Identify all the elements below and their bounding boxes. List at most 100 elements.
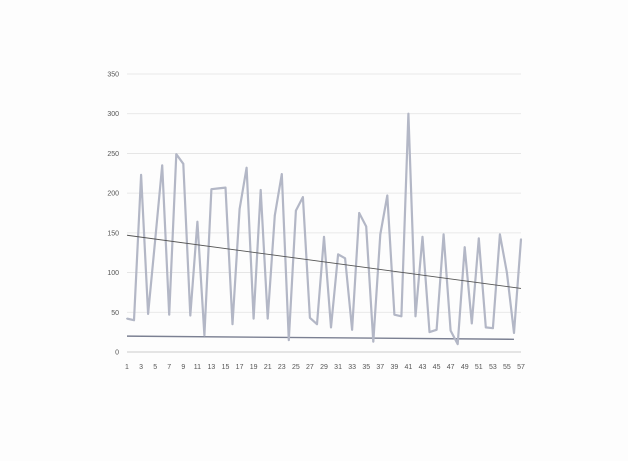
x-tick-label: 37 <box>376 364 384 371</box>
data-point <box>428 331 431 334</box>
data-point <box>435 328 438 331</box>
x-tick-label: 21 <box>264 364 272 371</box>
data-point <box>182 162 185 165</box>
data-point <box>231 323 234 326</box>
x-tick-label: 39 <box>390 364 398 371</box>
data-point <box>407 112 410 115</box>
x-tick-label: 43 <box>419 364 427 371</box>
x-tick-label: 55 <box>503 364 511 371</box>
data-point <box>140 173 142 176</box>
data-point <box>498 233 501 236</box>
y-tick-label: 350 <box>107 72 119 79</box>
data-point <box>513 332 515 334</box>
data-point <box>470 322 473 325</box>
data-point <box>372 340 375 343</box>
baseline-line <box>126 335 514 340</box>
data-point <box>365 225 368 228</box>
data-point <box>287 339 290 341</box>
x-tick-label: 33 <box>348 364 356 371</box>
data-point <box>245 166 248 169</box>
data-point <box>309 316 311 319</box>
y-tick-label: 200 <box>107 191 119 198</box>
data-point <box>238 208 241 210</box>
data-point <box>273 214 276 217</box>
data-point <box>520 238 522 241</box>
x-tick-label: 11 <box>194 364 201 371</box>
data-point <box>126 317 128 320</box>
data-point <box>203 334 206 337</box>
x-axis: 1 3 5 7 9 11 13 15 17 19 21 23 25 27 29 31 33 35 37 39 41 43 4… <box>125 364 525 371</box>
x-tick-label: 13 <box>208 364 216 371</box>
data-point <box>133 319 135 322</box>
data-point <box>323 235 325 238</box>
data-point <box>421 235 424 238</box>
data-point <box>224 186 227 189</box>
x-tick-label: 7 <box>167 364 171 371</box>
data-point <box>175 153 178 156</box>
y-tick-label: 100 <box>107 270 119 277</box>
series-line <box>126 112 523 346</box>
data-point <box>280 173 283 175</box>
y-tick-label: 50 <box>111 310 119 317</box>
x-tick-label: 17 <box>236 364 244 371</box>
data-point <box>259 189 262 191</box>
data-point <box>301 196 304 199</box>
x-tick-label: 19 <box>250 364 258 371</box>
data-point <box>477 237 480 240</box>
x-tick-label: 53 <box>489 364 497 371</box>
data-point <box>491 327 494 330</box>
data-point <box>196 220 199 223</box>
x-tick-label: 23 <box>278 364 286 371</box>
data-point <box>161 164 164 167</box>
data-point <box>484 326 487 329</box>
data-point <box>449 329 452 332</box>
y-axis: 0 50 100 150 200 250 300 350 <box>107 72 119 357</box>
x-tick-label: 27 <box>306 364 314 371</box>
data-point <box>217 187 220 190</box>
data-point <box>358 212 361 214</box>
x-tick-label: 57 <box>517 364 525 371</box>
trend-line <box>126 234 522 289</box>
data-point <box>506 271 508 274</box>
x-tick-label: 9 <box>181 364 185 371</box>
data-point <box>344 257 347 260</box>
x-tick-label: 25 <box>292 364 300 371</box>
x-tick-label: 45 <box>433 364 441 371</box>
data-point <box>316 323 318 326</box>
y-tick-label: 250 <box>107 151 119 158</box>
y-tick-label: 150 <box>107 230 119 237</box>
y-tick-label: 300 <box>107 111 119 118</box>
data-point <box>266 317 269 320</box>
x-tick-label: 15 <box>222 364 230 371</box>
data-point <box>330 326 332 329</box>
x-tick-label: 51 <box>475 364 483 371</box>
x-tick-label: 31 <box>334 364 342 371</box>
data-point <box>456 343 459 345</box>
y-tick-label: 0 <box>115 350 119 357</box>
x-tick-label: 41 <box>405 364 413 371</box>
data-point <box>147 312 150 315</box>
data-point <box>442 233 445 236</box>
x-tick-label: 29 <box>320 364 328 371</box>
data-point <box>294 209 297 212</box>
x-tick-label: 49 <box>461 364 469 371</box>
x-tick-label: 35 <box>362 364 370 371</box>
x-tick-label: 5 <box>153 364 157 371</box>
data-point <box>189 314 192 317</box>
data-point <box>252 317 255 320</box>
data-point <box>393 313 396 316</box>
data-point <box>337 253 339 256</box>
x-tick-label: 47 <box>447 364 455 371</box>
data-point <box>414 315 417 318</box>
x-tick-label: 1 <box>125 364 129 371</box>
data-point <box>351 328 354 331</box>
data-point <box>210 188 213 191</box>
data-point <box>168 313 171 316</box>
data-point <box>400 315 403 318</box>
data-point <box>386 194 389 197</box>
data-point <box>379 233 382 236</box>
data-point <box>154 239 157 242</box>
data-point <box>463 246 466 249</box>
